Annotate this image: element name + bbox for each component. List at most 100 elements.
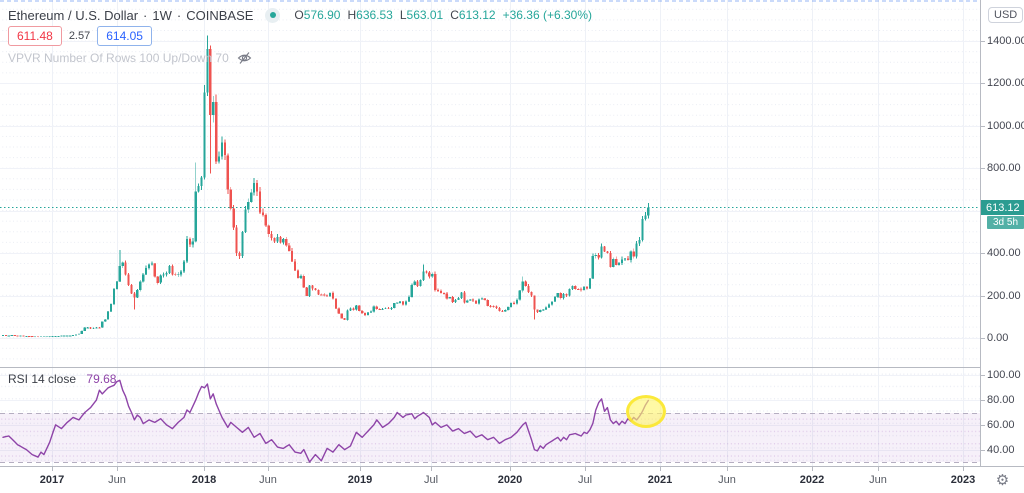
candle-body [413, 281, 416, 286]
candle-body [603, 246, 606, 252]
candle-body [86, 327, 89, 329]
candle-body [215, 102, 218, 162]
vertical-gridline [660, 0, 661, 367]
candle-body [501, 310, 504, 312]
candle-body [320, 294, 323, 296]
currency-usd-button[interactable]: USD [988, 7, 1024, 23]
symbol-title[interactable]: Ethereum / U.S. Dollar [8, 7, 139, 23]
time-axis-tick [727, 467, 728, 471]
rsi-legend: RSI 14 close 79.68 [8, 372, 116, 386]
rsi-title[interactable]: RSI 14 close [8, 372, 77, 386]
price-axis[interactable]: USD 613.12 3d 5h 1400.00 1200.00 1000.00 80… [981, 0, 1024, 466]
candle-body [574, 286, 577, 289]
candle-body [445, 293, 448, 299]
candles-layer [0, 0, 980, 338]
vertical-gridline [812, 368, 813, 466]
candle-body [197, 186, 200, 192]
candle-body [428, 272, 431, 277]
candle-body [104, 319, 107, 322]
separator-dot: · [143, 7, 148, 23]
time-axis-label: 2021 [647, 474, 673, 486]
candle-body [206, 49, 209, 93]
price-axis-label: 200.00 [987, 289, 1021, 302]
candle-body [626, 258, 629, 260]
vertical-gridline [431, 0, 432, 367]
candle-body [223, 142, 226, 156]
candle-body [168, 265, 171, 274]
candle-body [218, 156, 221, 162]
candle-body [431, 273, 434, 277]
vertical-gridline [360, 368, 361, 466]
candle-body [16, 335, 19, 337]
candle-body [612, 259, 615, 267]
candle-body [291, 250, 294, 262]
time-axis-tick [585, 467, 586, 471]
eye-slash-icon[interactable] [237, 51, 252, 65]
buy-sell-widget: 611.48 2.57 614.05 [8, 26, 152, 46]
time-axis-border [0, 466, 1024, 467]
gear-icon[interactable]: ⚙ [995, 470, 1010, 489]
candle-body [510, 302, 513, 308]
candle-body [372, 306, 375, 312]
candle-body [518, 290, 521, 300]
yellow-highlight-annotation[interactable] [626, 394, 667, 428]
candle-body [188, 239, 191, 245]
candle-body [72, 335, 75, 337]
pane-separator[interactable] [0, 367, 1024, 368]
candle-body [638, 240, 641, 244]
candle-body [288, 245, 291, 251]
time-axis-tick [204, 467, 205, 471]
candle-body [416, 281, 419, 286]
candle-body [42, 336, 45, 338]
candle-body [375, 306, 378, 310]
horizontal-gridline [0, 210, 980, 212]
candle-body [115, 281, 118, 290]
horizontal-gridline [0, 400, 980, 402]
candle-body [101, 321, 104, 328]
vertical-gridline [727, 368, 728, 466]
close-value: 613.12 [458, 8, 496, 22]
buy-button[interactable]: 614.05 [97, 26, 152, 46]
rsi-line-layer [2, 379, 649, 463]
time-axis-tick [52, 467, 53, 471]
vertical-gridline [812, 0, 813, 367]
candle-body [399, 301, 402, 303]
axis-settings-cell: ⚙ [981, 467, 1024, 493]
price-axis-label: 1000.00 [987, 119, 1024, 132]
candle-body [121, 262, 124, 266]
candle-body [542, 309, 545, 311]
candle-body [270, 233, 273, 239]
candle-body [355, 305, 358, 310]
candle-body [302, 276, 305, 288]
price-axis-label: 0.00 [987, 332, 1009, 344]
horizontal-gridline [0, 83, 980, 85]
horizontal-gridline [0, 295, 980, 297]
candle-body [317, 290, 320, 295]
candle-body [585, 287, 589, 289]
candle-body [171, 265, 174, 275]
vpvr-indicator-label[interactable]: VPVR Number Of Rows 100 Up/Down 70 [8, 50, 229, 65]
price-pane[interactable] [0, 0, 980, 367]
candle-body [80, 330, 83, 334]
candle-body [136, 290, 139, 298]
time-axis-label: 2023 [950, 474, 976, 486]
candle-body [623, 258, 627, 260]
sell-button[interactable]: 611.48 [8, 26, 62, 46]
candle-body [495, 306, 498, 308]
candle-body [565, 294, 568, 296]
candle-body [448, 297, 451, 299]
price-axis-label: 1200.00 [987, 77, 1024, 90]
rsi-pane[interactable] [0, 368, 980, 466]
candle-body [597, 255, 600, 258]
candle-body [632, 251, 635, 257]
interval-label[interactable]: 1W [152, 7, 172, 23]
vertical-gridline [117, 368, 118, 466]
data-status-icon[interactable] [265, 7, 281, 23]
rsi-axis-label: 100.00 [987, 369, 1021, 382]
candle-body [212, 102, 215, 115]
candle-body [165, 273, 168, 275]
change-value: +36.36 (+6.30%) [502, 8, 593, 22]
time-axis[interactable]: 2017 Jun 2018 Jun 2019 Jul 2020 Jul 2021 Jun 2022 J… [0, 467, 1024, 493]
vertical-gridline [268, 368, 269, 466]
candle-body [95, 327, 98, 329]
